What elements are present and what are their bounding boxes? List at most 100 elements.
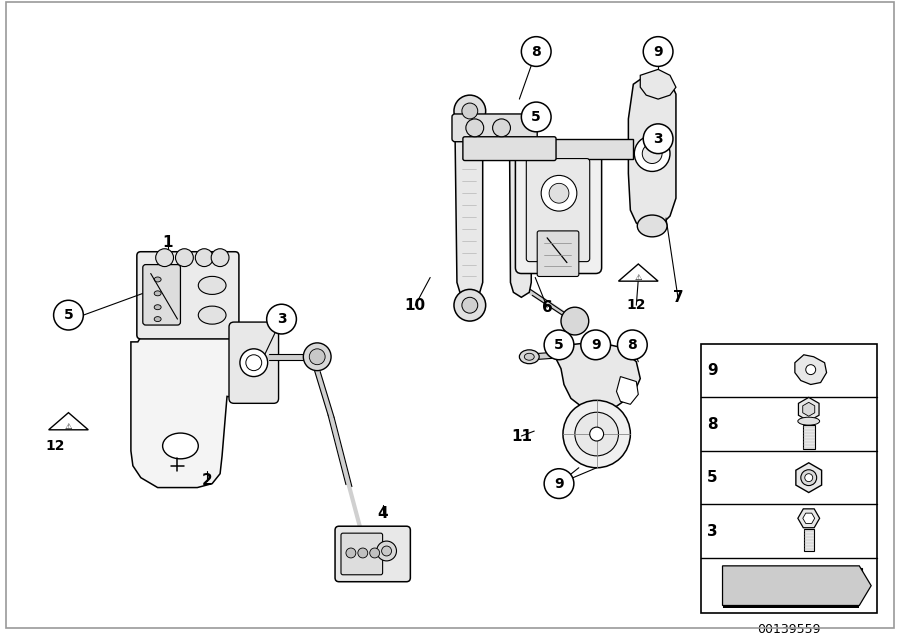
Bar [804,529,814,551]
Polygon shape [554,342,640,411]
Polygon shape [725,568,862,602]
Ellipse shape [519,350,539,364]
Polygon shape [796,463,822,492]
Polygon shape [628,75,676,230]
Text: 9: 9 [707,363,718,378]
Ellipse shape [198,306,226,324]
Circle shape [212,249,229,266]
Ellipse shape [154,277,161,282]
Circle shape [580,330,610,360]
Circle shape [266,304,296,334]
Text: 4: 4 [377,506,388,521]
Circle shape [617,330,647,360]
Circle shape [561,307,589,335]
Polygon shape [795,355,826,385]
Circle shape [156,249,174,266]
Circle shape [310,349,325,364]
Ellipse shape [154,291,161,296]
Circle shape [454,289,486,321]
Polygon shape [130,327,270,488]
Circle shape [358,548,368,558]
Circle shape [377,541,397,561]
Text: 3: 3 [653,132,663,146]
Text: 5: 5 [707,470,718,485]
Text: 9: 9 [591,338,600,352]
Polygon shape [798,398,819,421]
Polygon shape [797,509,820,528]
Polygon shape [539,139,634,158]
Text: 8: 8 [627,338,637,352]
Circle shape [805,474,813,481]
Ellipse shape [154,317,161,322]
Ellipse shape [525,353,535,360]
Circle shape [521,102,551,132]
Polygon shape [616,377,638,404]
FancyBboxPatch shape [143,265,181,325]
Ellipse shape [198,277,226,294]
Text: 1: 1 [162,235,173,251]
Ellipse shape [797,417,820,425]
Text: 00139559: 00139559 [757,623,821,636]
Text: 2: 2 [202,473,212,488]
Circle shape [466,119,483,137]
Text: 3: 3 [707,523,718,539]
Circle shape [303,343,331,371]
Circle shape [521,37,551,66]
Text: 8: 8 [531,45,541,59]
Circle shape [801,470,816,485]
Circle shape [634,135,670,172]
Circle shape [644,37,673,66]
Ellipse shape [637,215,667,237]
Circle shape [454,95,486,127]
Bar [723,604,860,609]
Circle shape [382,546,392,556]
FancyBboxPatch shape [341,533,382,575]
Text: 10: 10 [405,298,426,313]
Text: 6: 6 [542,300,553,315]
Text: 5: 5 [64,308,73,322]
Circle shape [575,412,618,456]
Circle shape [643,144,662,163]
Polygon shape [803,403,815,416]
Circle shape [176,249,194,266]
Polygon shape [723,566,871,605]
Circle shape [240,349,267,377]
Text: 5: 5 [531,110,541,124]
Polygon shape [49,413,88,430]
Text: 3: 3 [276,312,286,326]
Text: 8: 8 [707,417,718,432]
Text: 7: 7 [672,290,683,305]
Circle shape [541,176,577,211]
Ellipse shape [154,305,161,310]
Text: 9: 9 [653,45,663,59]
Circle shape [54,300,84,330]
Circle shape [492,119,510,137]
FancyBboxPatch shape [335,526,410,582]
FancyBboxPatch shape [229,322,279,403]
FancyBboxPatch shape [526,158,590,261]
FancyBboxPatch shape [516,148,601,273]
Circle shape [370,548,380,558]
Text: 11: 11 [511,429,532,443]
Circle shape [246,355,262,371]
Ellipse shape [163,433,198,459]
Polygon shape [618,264,658,281]
Circle shape [346,548,356,558]
Circle shape [563,400,630,467]
Polygon shape [640,69,676,99]
Text: ⚠: ⚠ [634,273,642,282]
Circle shape [644,124,673,154]
Text: 5: 5 [554,338,564,352]
Polygon shape [455,117,482,297]
Text: 9: 9 [554,476,563,490]
Circle shape [806,364,815,375]
Polygon shape [509,117,531,297]
FancyBboxPatch shape [537,231,579,277]
Circle shape [549,183,569,203]
Circle shape [462,103,478,119]
Bar [803,425,815,449]
FancyBboxPatch shape [137,252,238,339]
Circle shape [462,297,478,313]
Text: ⚠: ⚠ [65,422,72,431]
Polygon shape [803,513,815,523]
